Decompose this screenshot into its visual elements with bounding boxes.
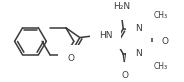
Text: H₂N: H₂N <box>113 2 130 11</box>
Text: O: O <box>162 37 169 46</box>
Text: CH₃: CH₃ <box>154 11 168 20</box>
Text: O: O <box>122 71 129 80</box>
Text: HN: HN <box>99 31 112 40</box>
Text: O: O <box>67 54 74 63</box>
Text: N: N <box>135 50 141 58</box>
Text: CH₃: CH₃ <box>154 62 168 71</box>
Text: N: N <box>135 24 141 33</box>
